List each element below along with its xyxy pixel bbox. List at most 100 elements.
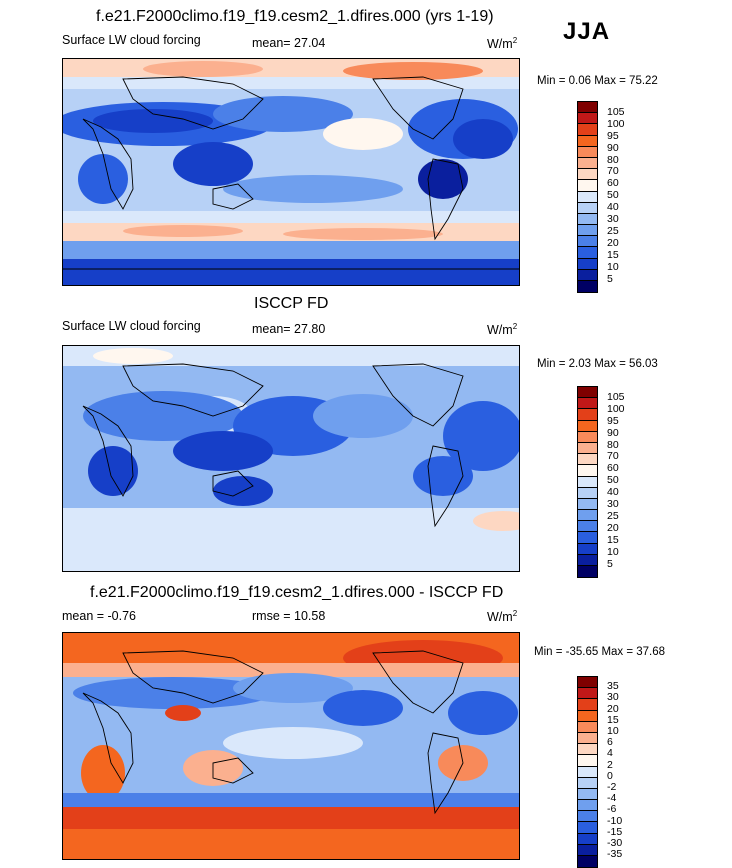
panel-1-title: f.e21.F2000climo.f19_f19.cesm2_1.dfires.…	[96, 8, 494, 25]
colorbar-cell	[578, 236, 597, 248]
colorbar-cell	[578, 146, 597, 158]
colorbar-cell	[578, 487, 597, 499]
colorbar-cell	[578, 744, 597, 756]
colorbar-label: 5	[607, 557, 613, 570]
colorbar-label: 60	[607, 462, 619, 475]
colorbar-cell	[578, 476, 597, 488]
colorbar-cell	[578, 688, 597, 700]
colorbar-label: 15	[607, 533, 619, 546]
panel-3-minmax: Min = -35.65 Max = 37.68	[534, 646, 666, 658]
panel-3-map	[62, 632, 520, 860]
colorbar-label: 25	[607, 224, 619, 237]
colorbar-cell	[578, 113, 597, 125]
panel-1-colorbar-cells	[578, 102, 597, 293]
colorbar-label: 95	[607, 129, 619, 142]
colorbar-cell	[578, 135, 597, 147]
colorbar-label: -30	[607, 837, 623, 849]
colorbar-cell	[578, 811, 597, 823]
colorbar-label: 30	[607, 498, 619, 510]
colorbar-label: 105	[607, 105, 625, 118]
colorbar-label: 0	[607, 769, 613, 782]
colorbar-cell	[578, 420, 597, 432]
colorbar-cell	[578, 191, 597, 203]
colorbar-label: -6	[607, 803, 617, 816]
colorbar-label: -35	[607, 848, 623, 861]
colorbar-cell	[578, 180, 597, 192]
panel-3-map-field	[63, 633, 519, 859]
colorbar-label: 5	[607, 272, 613, 285]
colorbar-label: -4	[607, 792, 617, 805]
colorbar-label: 40	[607, 201, 619, 214]
panel-2-mean-label: mean= 27.80	[252, 322, 326, 336]
colorbar-label: 40	[607, 486, 619, 499]
colorbar-cell	[578, 213, 597, 226]
panel-2-colorbar-cells	[578, 387, 597, 578]
panel-1-minmax: Min = 0.06 Max = 75.22	[537, 75, 658, 87]
colorbar-cell	[578, 856, 597, 868]
panel-1-map	[62, 58, 520, 286]
colorbar-label: 25	[607, 509, 619, 522]
colorbar-label: 90	[607, 426, 619, 439]
colorbar-cell	[578, 833, 597, 845]
colorbar-cell	[578, 225, 597, 237]
panel-3-title: f.e21.F2000climo.f19_f19.cesm2_1.dfires.…	[90, 584, 504, 601]
colorbar-cell	[578, 269, 597, 281]
panel-2-colorbar	[577, 386, 598, 579]
panel-1-mean-label: mean= 27.04	[252, 36, 326, 50]
panel-3-rmse-label: rmse = 10.58	[252, 609, 326, 623]
colorbar-label: 95	[607, 414, 619, 427]
colorbar-cell	[578, 398, 597, 410]
colorbar-cell	[578, 566, 597, 578]
colorbar-cell	[578, 157, 597, 170]
colorbar-label: 30	[607, 213, 619, 225]
colorbar-cell	[578, 124, 597, 136]
panel-3-mean-label: mean = -0.76	[62, 609, 137, 623]
colorbar-cell	[578, 431, 597, 443]
colorbar-label: 35	[607, 680, 619, 693]
panel-3-colorbar-cells	[578, 677, 597, 868]
colorbar-label: 100	[607, 402, 625, 415]
panel-1-units: W/m2	[487, 36, 518, 52]
colorbar-label: 20	[607, 702, 619, 715]
colorbar-label: 4	[607, 747, 613, 760]
colorbar-label: 30	[607, 691, 619, 704]
colorbar-label: 20	[607, 521, 619, 534]
colorbar-cell	[578, 766, 597, 778]
colorbar-cell	[578, 247, 597, 259]
colorbar-cell	[578, 521, 597, 533]
panel-1-map-field	[63, 59, 519, 285]
colorbar-cell	[578, 498, 597, 511]
colorbar-label: 70	[607, 450, 619, 463]
colorbar-label: 100	[607, 117, 625, 130]
colorbar-cell	[578, 721, 597, 733]
panel-3-colorbar	[577, 676, 598, 868]
colorbar-cell	[578, 442, 597, 455]
colorbar-cell	[578, 822, 597, 834]
colorbar-label: 20	[607, 236, 619, 249]
colorbar-cell	[578, 169, 597, 181]
panel-1-colorbar	[577, 101, 598, 294]
colorbar-cell	[578, 543, 597, 555]
colorbar-label: 50	[607, 189, 619, 202]
colorbar-cell	[578, 532, 597, 544]
colorbar-label: -2	[607, 781, 617, 793]
colorbar-cell	[578, 102, 597, 114]
colorbar-label: -15	[607, 825, 623, 838]
colorbar-label: 15	[607, 713, 619, 726]
colorbar-label: 80	[607, 438, 619, 451]
panel-2-title: ISCCP FD	[254, 295, 329, 312]
colorbar-cell	[578, 777, 597, 789]
panel-2-minmax: Min = 2.03 Max = 56.03	[537, 358, 658, 370]
colorbar-cell	[578, 844, 597, 856]
colorbar-cell	[578, 387, 597, 399]
colorbar-cell	[578, 202, 597, 214]
colorbar-cell	[578, 755, 597, 767]
colorbar-cell	[578, 409, 597, 421]
colorbar-cell	[578, 510, 597, 522]
colorbar-label: 105	[607, 390, 625, 403]
colorbar-cell	[578, 258, 597, 270]
colorbar-label: 60	[607, 177, 619, 190]
panel-3-units: W/m2	[487, 609, 518, 625]
colorbar-label: 15	[607, 248, 619, 261]
colorbar-cell	[578, 465, 597, 477]
